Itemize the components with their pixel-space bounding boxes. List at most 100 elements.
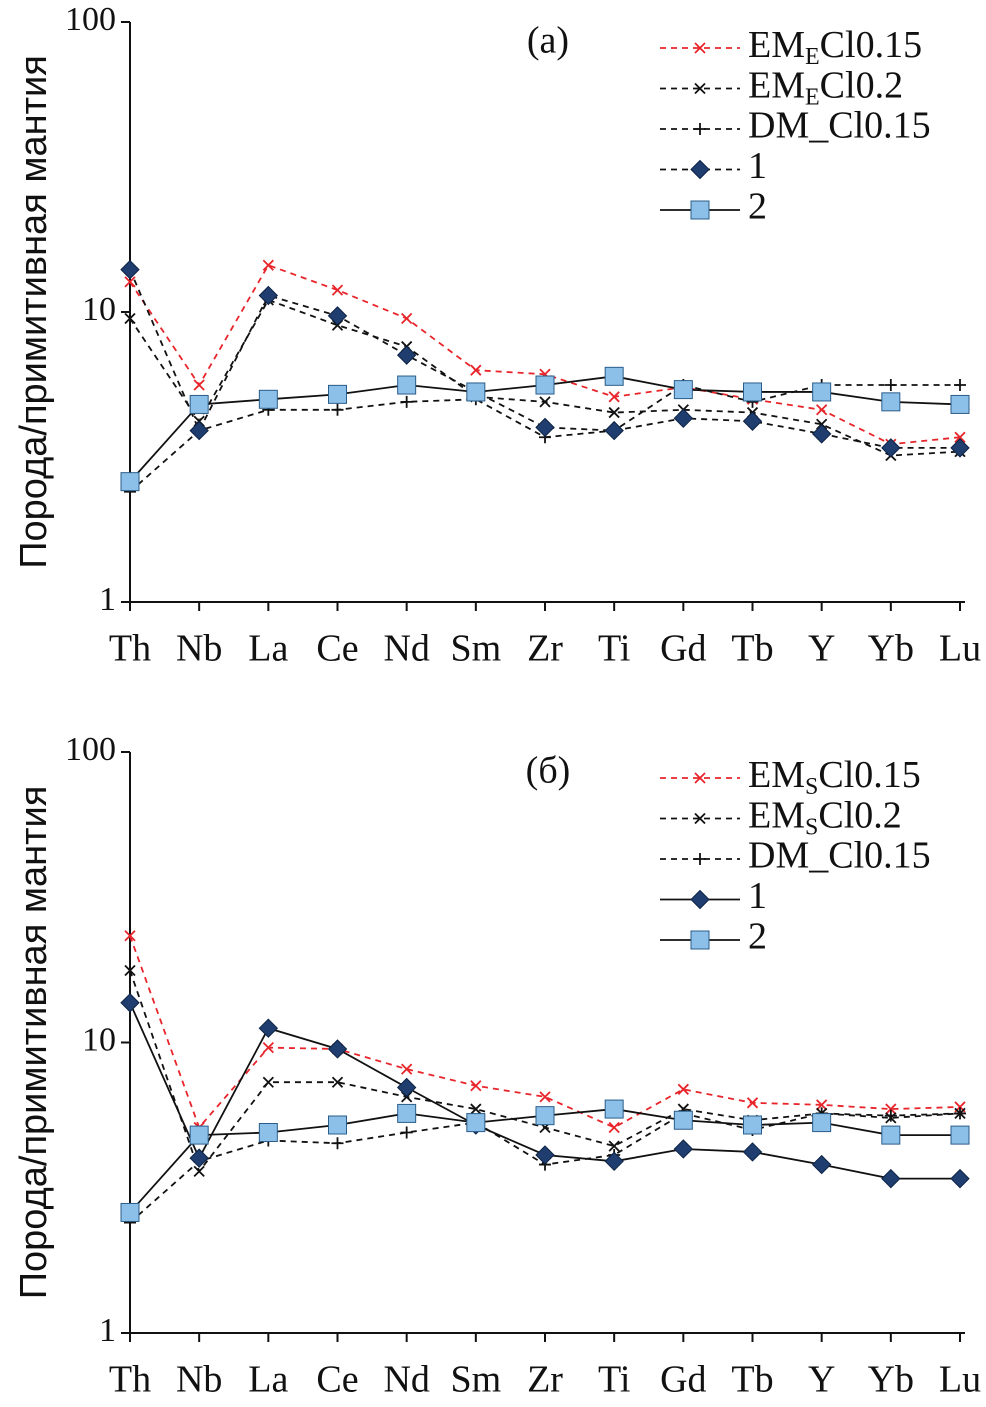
marker — [400, 1126, 413, 1139]
marker — [258, 389, 278, 409]
legend-label-part: Cl0.15 — [820, 24, 922, 66]
marker — [327, 1039, 348, 1059]
marker — [262, 1076, 274, 1088]
x-tick-label: Zr — [527, 628, 563, 670]
marker — [466, 382, 486, 402]
legend-label: 2 — [748, 916, 767, 958]
x-tick-label: Tb — [731, 1359, 773, 1401]
marker — [539, 396, 551, 408]
marker — [535, 1145, 555, 1165]
legend-label: 1 — [748, 875, 767, 917]
x-tick-label: Sm — [450, 628, 501, 670]
legend-label-part: EM — [748, 24, 805, 66]
legend-label-part: EM — [748, 64, 805, 106]
marker — [742, 411, 763, 431]
series-line — [129, 264, 961, 446]
marker — [694, 123, 706, 135]
x-tick-label: Yb — [868, 628, 914, 670]
marker — [396, 345, 417, 365]
marker — [954, 431, 966, 443]
marker — [124, 964, 136, 977]
marker — [816, 1099, 828, 1111]
marker — [189, 420, 209, 441]
legend-label-part: Cl0.15 — [818, 754, 920, 796]
marker — [189, 394, 209, 414]
legend-label: 1 — [748, 145, 767, 187]
y-axis-label: Порода/примитивная мантия — [13, 55, 55, 569]
x-tick-label: Nd — [383, 628, 429, 670]
x-tick-label: Ce — [316, 628, 358, 670]
marker — [950, 438, 970, 458]
marker — [816, 404, 828, 416]
legend-label: EMSCl0.2 — [748, 794, 902, 840]
marker — [470, 1103, 482, 1115]
marker — [673, 408, 694, 429]
marker — [690, 200, 710, 220]
marker — [950, 394, 970, 414]
marker — [743, 382, 762, 402]
marker — [120, 1202, 140, 1222]
marker — [327, 306, 348, 326]
y-tick-label: 100 — [65, 731, 116, 768]
marker — [328, 1115, 347, 1135]
marker — [331, 1076, 344, 1088]
marker — [470, 1080, 482, 1092]
marker — [193, 379, 205, 391]
marker — [881, 392, 901, 412]
marker — [881, 1168, 901, 1189]
marker — [812, 1113, 832, 1133]
marker — [397, 375, 417, 395]
legend-label-part: EM — [748, 754, 805, 796]
x-tick-label: Y — [808, 1359, 835, 1401]
marker — [954, 1107, 966, 1120]
annotation: (б) — [526, 750, 571, 792]
legend-label: EMECl0.15 — [748, 24, 922, 70]
marker — [694, 853, 706, 865]
marker — [881, 438, 901, 458]
x-tick-label: Sm — [450, 1359, 501, 1401]
marker — [677, 1083, 689, 1095]
x-tick-label: Zr — [527, 1359, 563, 1401]
legend-label: 2 — [748, 186, 767, 228]
marker — [258, 285, 279, 306]
marker — [608, 1121, 620, 1134]
marker — [954, 379, 966, 392]
x-tick-label: Th — [109, 628, 151, 670]
y-axis-label: Порода/примитивная мантия — [13, 786, 55, 1300]
marker — [694, 812, 706, 825]
marker — [742, 1142, 763, 1162]
marker — [673, 1110, 693, 1130]
marker — [120, 993, 140, 1013]
marker — [884, 379, 897, 392]
legend-label: EMECl0.2 — [748, 64, 903, 110]
marker — [401, 312, 413, 325]
x-tick-label: Lu — [939, 1359, 981, 1401]
marker — [694, 42, 706, 54]
marker — [884, 1109, 897, 1122]
marker — [124, 312, 136, 325]
marker — [466, 1113, 486, 1133]
legend-label-part: S — [805, 814, 818, 840]
legend-label-part: Cl0.2 — [818, 794, 901, 836]
marker — [690, 930, 710, 950]
x-tick-label: Gd — [660, 1359, 706, 1401]
x-tick-label: La — [248, 628, 288, 670]
marker — [604, 1099, 624, 1119]
marker — [885, 1103, 897, 1115]
legend-label-part: EM — [748, 794, 805, 836]
marker — [124, 276, 136, 288]
marker — [189, 1148, 209, 1168]
marker — [604, 366, 624, 386]
legend-label-part: Cl0.2 — [820, 64, 903, 106]
x-tick-label: Y — [808, 628, 835, 670]
marker — [331, 403, 344, 416]
marker — [258, 1122, 278, 1142]
x-tick-label: Gd — [660, 628, 706, 670]
x-tick-label: Ti — [598, 1359, 630, 1401]
y-tick-label: 10 — [82, 1021, 116, 1058]
x-tick-label: Ti — [598, 628, 630, 670]
x-tick-label: Th — [109, 1359, 151, 1401]
legend-label: EMSCl0.15 — [748, 754, 921, 800]
